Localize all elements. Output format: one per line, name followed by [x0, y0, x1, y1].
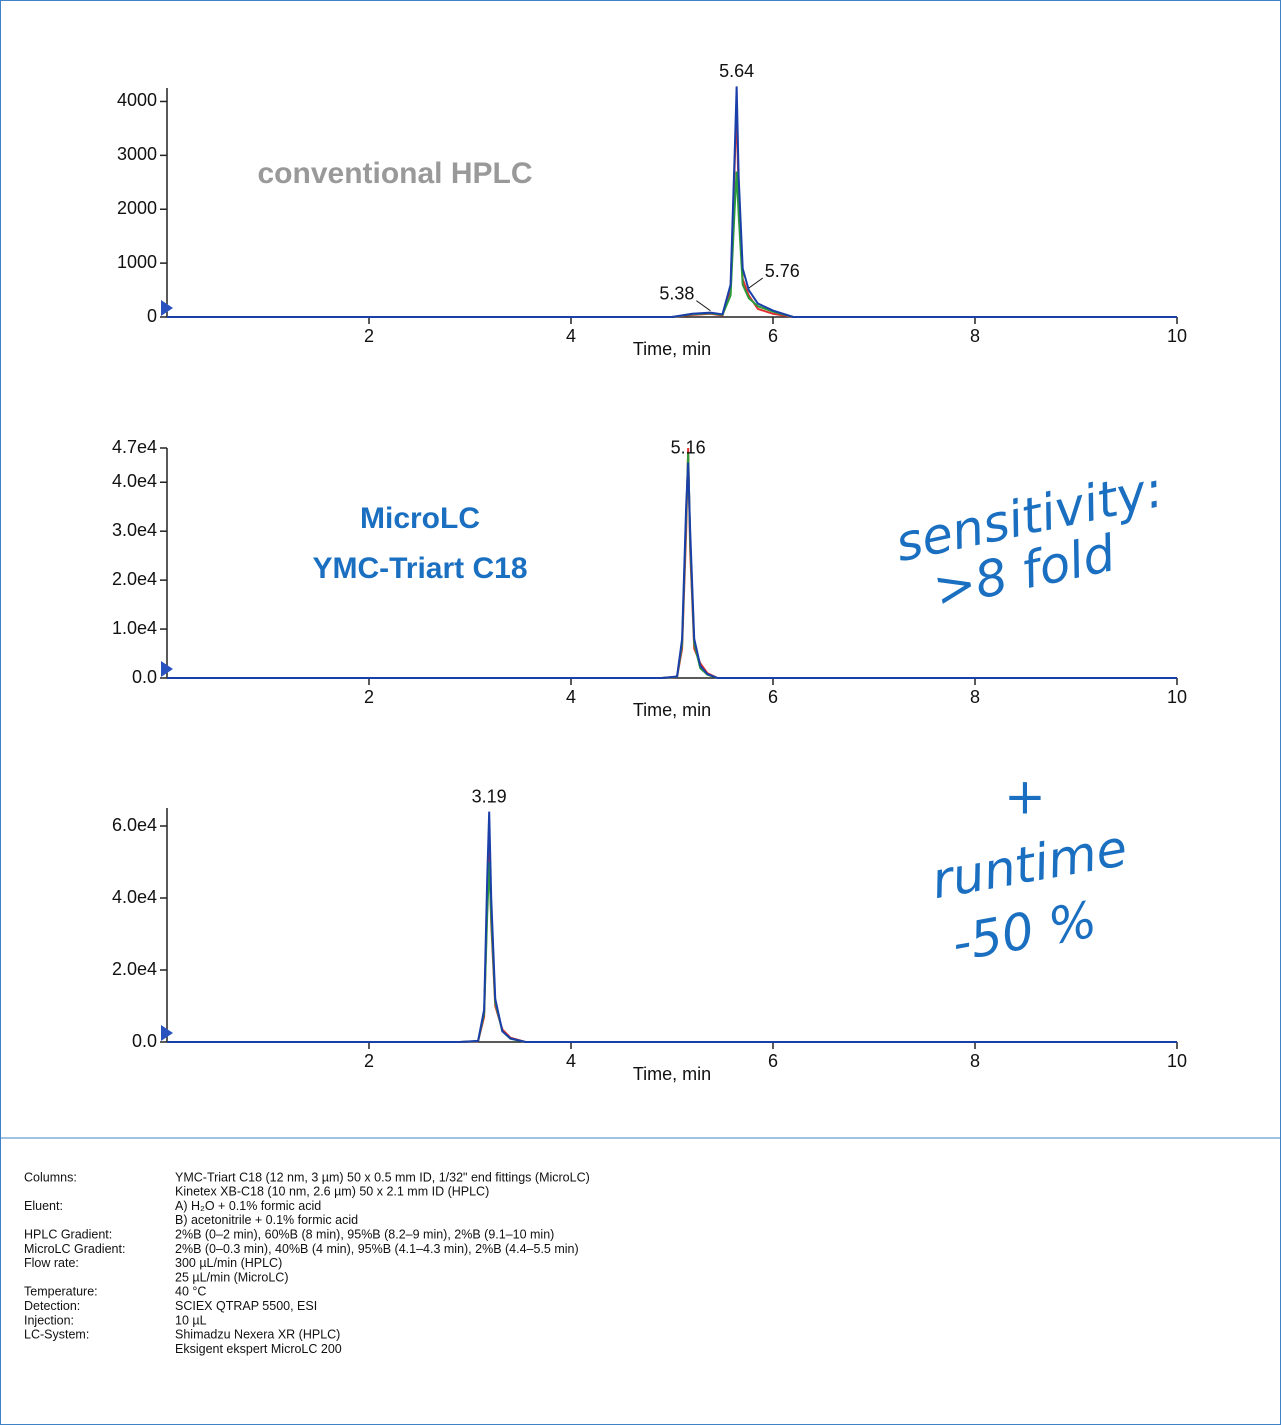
y-tick-label: 3000	[117, 144, 157, 164]
trace	[167, 811, 1177, 1043]
condition-value: 2%B (0–0.3 min), 40%B (4 min), 95%B (4.1…	[175, 1242, 579, 1256]
x-tick-label: 2	[364, 326, 374, 346]
condition-label: LC-System:	[24, 1328, 89, 1342]
x-tick-label: 4	[566, 326, 576, 346]
origin-marker	[161, 1025, 173, 1041]
y-tick-label: 0.0	[132, 667, 157, 687]
peak-label: 5.38	[659, 283, 694, 303]
x-axis-label: Time, min	[633, 700, 711, 720]
x-tick-label: 6	[768, 1051, 778, 1071]
condition-label: MicroLC Gradient:	[24, 1242, 125, 1256]
x-tick-label: 4	[566, 1051, 576, 1071]
y-tick-label: 3.0e4	[112, 520, 157, 540]
condition-value: 40 °C	[175, 1285, 206, 1299]
chart-title: YMC-Triart C18	[312, 552, 527, 585]
x-tick-label: 8	[970, 1051, 980, 1071]
trace	[167, 462, 1177, 679]
chart-title: MicroLC	[360, 502, 480, 535]
condition-label: Eluent:	[24, 1199, 63, 1213]
y-tick-label: 4.0e4	[112, 471, 157, 491]
annotation: +	[1004, 768, 1046, 826]
y-tick-label: 4.0e4	[112, 887, 157, 907]
condition-value: 25 µL/min (MicroLC)	[175, 1270, 288, 1284]
origin-marker	[161, 300, 173, 316]
leader-line	[696, 300, 711, 312]
chart-title: conventional HPLC	[257, 157, 532, 190]
peak-label: 3.19	[472, 786, 507, 806]
leader-line	[748, 277, 764, 289]
condition-value: Shimadzu Nexera XR (HPLC)	[175, 1328, 340, 1342]
peak-label: 5.16	[671, 437, 706, 457]
condition-label: Columns:	[24, 1170, 77, 1184]
annotation: runtime	[927, 819, 1131, 910]
x-tick-label: 2	[364, 1051, 374, 1071]
y-tick-label: 2.0e4	[112, 569, 157, 589]
condition-label: HPLC Gradient:	[24, 1227, 112, 1241]
condition-value: 10 µL	[175, 1313, 207, 1327]
y-tick-label: 0	[147, 306, 157, 326]
condition-label: Detection:	[24, 1299, 80, 1313]
peak-label: 5.76	[765, 261, 800, 281]
y-tick-label: 4000	[117, 90, 157, 110]
x-tick-label: 8	[970, 687, 980, 707]
y-tick-label: 4.7e4	[112, 437, 157, 457]
condition-value: 2%B (0–2 min), 60%B (8 min), 95%B (8.2–9…	[175, 1227, 554, 1241]
x-tick-label: 10	[1167, 687, 1187, 707]
y-tick-label: 2000	[117, 198, 157, 218]
x-tick-label: 8	[970, 326, 980, 346]
condition-value: Kinetex XB-C18 (10 nm, 2.6 µm) 50 x 2.1 …	[175, 1185, 489, 1199]
x-tick-label: 6	[768, 326, 778, 346]
condition-value: 300 µL/min (HPLC)	[175, 1256, 282, 1270]
condition-value: YMC-Triart C18 (12 nm, 3 µm) 50 x 0.5 mm…	[175, 1170, 590, 1184]
x-tick-label: 4	[566, 687, 576, 707]
x-axis-label: Time, min	[633, 1064, 711, 1084]
x-axis-label: Time, min	[633, 339, 711, 359]
trace	[167, 86, 1177, 318]
condition-value: SCIEX QTRAP 5500, ESI	[175, 1299, 317, 1313]
origin-marker	[161, 661, 173, 677]
condition-value: B) acetonitrile + 0.1% formic acid	[175, 1213, 358, 1227]
peak-label: 5.64	[719, 61, 754, 81]
condition-label: Flow rate:	[24, 1256, 79, 1270]
y-tick-label: 1000	[117, 252, 157, 272]
y-tick-label: 6.0e4	[112, 815, 157, 835]
y-tick-label: 2.0e4	[112, 959, 157, 979]
x-tick-label: 10	[1167, 326, 1187, 346]
condition-label: Temperature:	[24, 1285, 98, 1299]
condition-value: A) H₂O + 0.1% formic acid	[175, 1199, 321, 1213]
x-tick-label: 6	[768, 687, 778, 707]
x-tick-label: 2	[364, 687, 374, 707]
x-tick-label: 10	[1167, 1051, 1187, 1071]
condition-label: Injection:	[24, 1313, 74, 1327]
condition-value: Eksigent ekspert MicroLC 200	[175, 1342, 342, 1356]
y-tick-label: 1.0e4	[112, 618, 157, 638]
y-tick-label: 0.0	[132, 1031, 157, 1051]
